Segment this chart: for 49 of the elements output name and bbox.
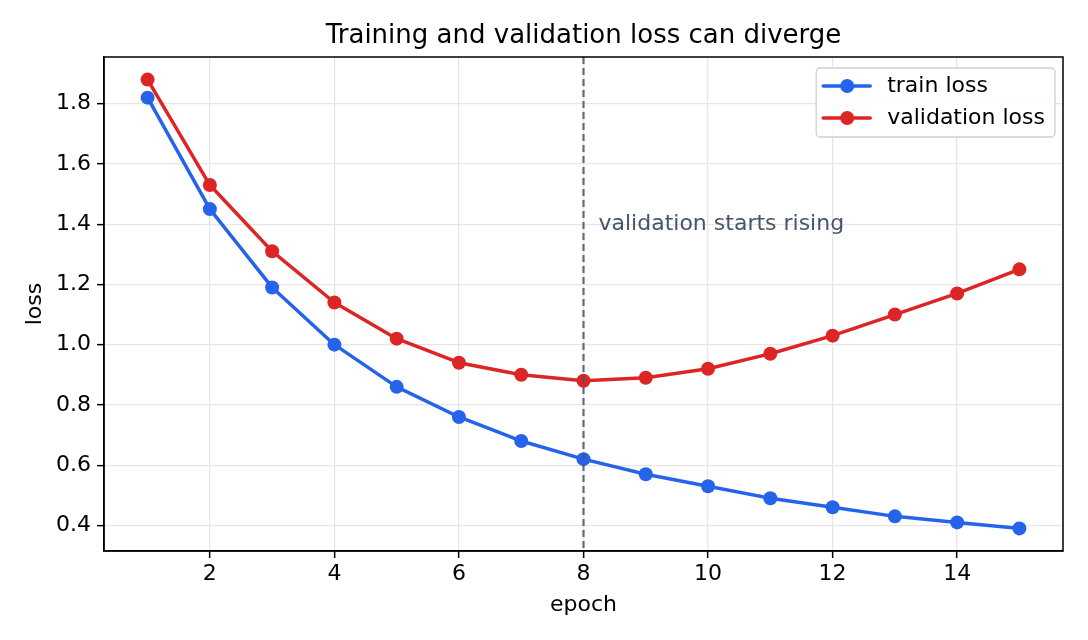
x-tick-label: 12 [818,559,847,585]
x-tick-label: 2 [202,559,217,585]
y-tick-label: 1.8 [56,89,91,115]
point [265,244,280,259]
chart-title: Training and validation loss can diverge [324,18,842,49]
point [389,331,404,346]
point [950,515,965,530]
point [638,467,653,482]
point [202,202,217,217]
point [701,361,716,376]
y-tick-label: 1.2 [56,270,91,296]
point [327,295,342,310]
point [825,328,840,343]
point [451,409,466,424]
point [389,379,404,394]
point [140,72,155,87]
x-tick-label: 14 [943,559,972,585]
point [638,370,653,385]
y-tick-label: 0.6 [56,450,91,476]
point [1012,521,1027,536]
point [265,280,280,295]
y-axis-title: loss [20,282,46,326]
point [327,337,342,352]
point [140,90,155,105]
point [763,346,778,361]
ref-line-label: validation starts rising [598,209,845,235]
x-axis-title: epoch [550,590,617,616]
x-tick-label: 4 [327,559,342,585]
y-tick-label: 1.0 [56,330,91,356]
legend-label: train loss [887,71,988,97]
x-tick-label: 10 [694,559,723,585]
point [887,307,902,322]
y-tick-label: 0.8 [56,390,91,416]
y-tick-label: 1.6 [56,149,91,175]
point [763,491,778,506]
legend-label: validation loss [887,103,1046,129]
point [514,367,529,382]
point [701,479,716,494]
y-tick-label: 1.4 [56,209,91,235]
point [887,509,902,524]
y-tick-label: 0.4 [56,511,91,537]
x-tick-label: 6 [451,559,466,585]
point [1012,262,1027,277]
point [950,286,965,301]
point [451,355,466,370]
x-tick-label: 8 [576,559,591,585]
point [202,178,217,193]
point [514,434,529,449]
point [825,500,840,515]
